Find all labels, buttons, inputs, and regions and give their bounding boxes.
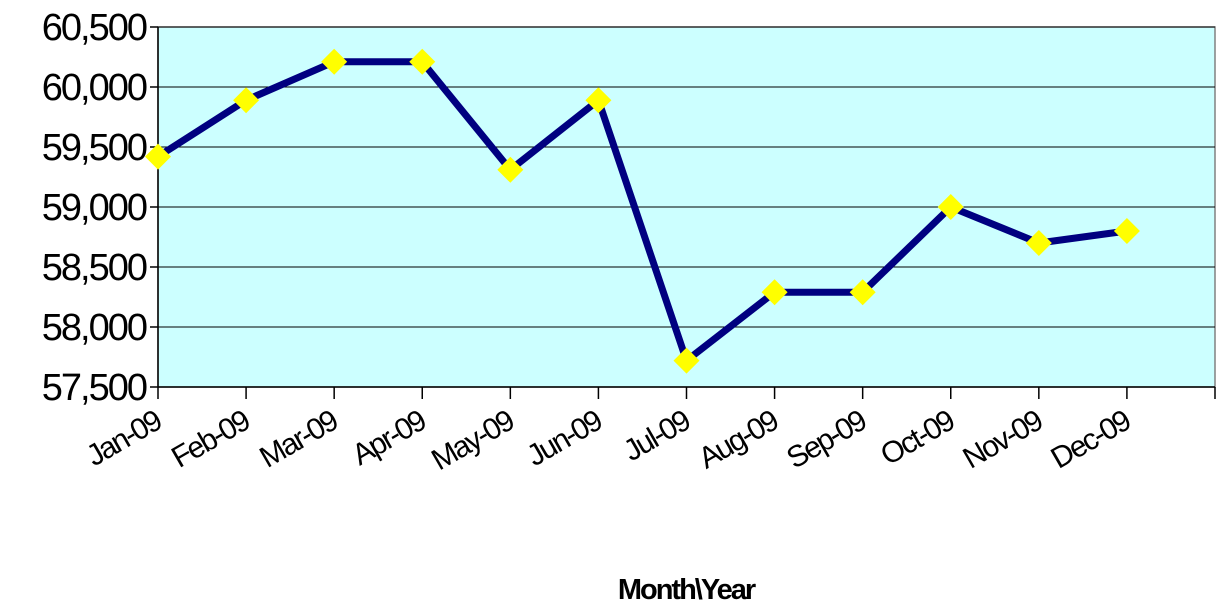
x-tick-label: Nov-09 [957, 404, 1048, 476]
data-point-marker [1113, 218, 1140, 244]
y-tick-label: 60,000 [42, 67, 147, 109]
data-point-marker [233, 87, 260, 114]
data-point-marker [761, 279, 788, 306]
x-tick-label: May-09 [426, 404, 520, 477]
data-point-marker [321, 48, 348, 75]
series-markers [145, 48, 1140, 374]
y-tick-label: 59,500 [42, 127, 147, 169]
x-tick-label: Apr-09 [347, 404, 432, 472]
data-point-marker [1025, 230, 1052, 256]
y-axis-tick-labels: 57,500 58,000 58,500 59,000 59,500 60,000 60,5… [42, 7, 149, 409]
axes [150, 26, 1216, 399]
y-tick-label: 60,500 [42, 7, 147, 49]
y-tick-label: 58,500 [42, 247, 147, 289]
x-tick-label: Mar-09 [254, 404, 344, 475]
x-tick-label: Jan-09 [81, 404, 168, 473]
y-tick-label: 57,500 [42, 367, 147, 409]
data-point-marker [937, 194, 964, 220]
data-point-marker [497, 156, 524, 183]
data-point-marker [585, 87, 612, 114]
x-tick-label: Jul-09 [618, 404, 696, 468]
y-tick-label: 59,000 [42, 187, 147, 229]
data-point-marker [409, 48, 436, 75]
x-tick-label: Feb-09 [166, 404, 256, 475]
x-tick-label: Aug-09 [693, 404, 784, 476]
x-tick-label: Jun-09 [521, 404, 608, 473]
data-point-marker [145, 143, 171, 170]
data-point-marker [673, 347, 700, 374]
series-line [156, 58, 1128, 365]
data-point-marker [849, 279, 876, 306]
x-tick-label: Sep-09 [781, 404, 872, 476]
x-tick-label: Dec-09 [1046, 404, 1137, 476]
x-tick-label: Oct-09 [875, 404, 960, 472]
x-axis-title: Month\Year [618, 574, 756, 606]
y-tick-label: 58,000 [42, 307, 147, 349]
